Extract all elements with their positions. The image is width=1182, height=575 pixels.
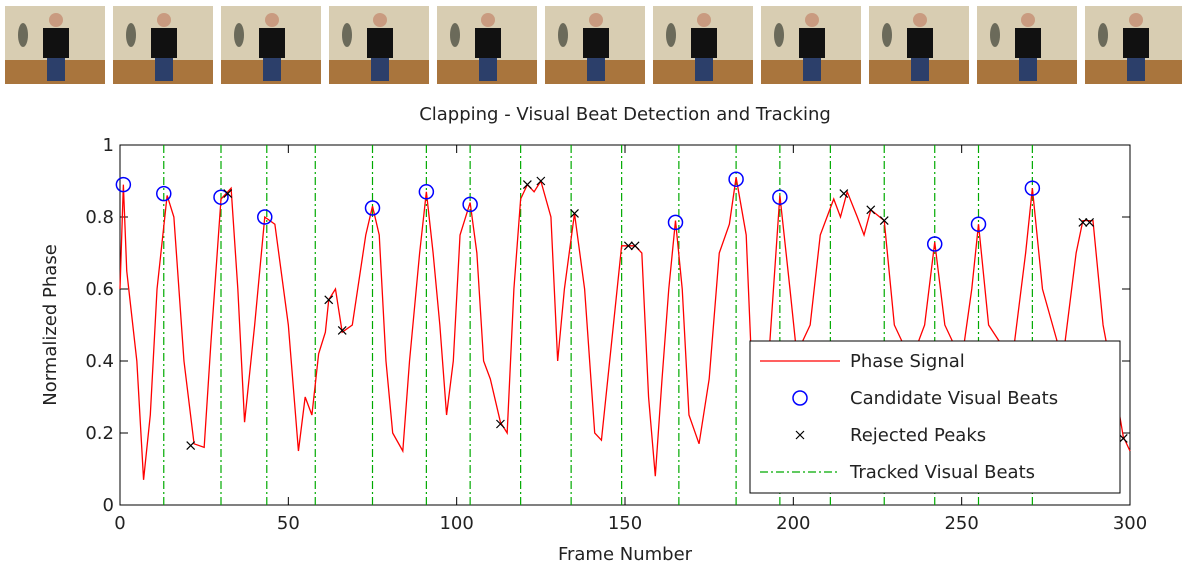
thumb-person-legs: [1127, 55, 1145, 81]
thumb-person-head: [913, 13, 927, 27]
legend-label: Tracked Visual Beats: [849, 462, 1035, 483]
rejected-peak: [337, 325, 347, 335]
x-tick-label: 100: [439, 513, 473, 534]
thumb-person-legs: [371, 55, 389, 81]
y-tick-label: 0.8: [85, 207, 114, 228]
thumb-person-legs: [587, 55, 605, 81]
thumb-person-body: [43, 28, 69, 58]
rejected-peak: [866, 205, 876, 215]
thumb-person-head: [373, 13, 387, 27]
thumb-mirror: [1098, 23, 1108, 47]
candidate-beat: [213, 189, 229, 205]
thumb-person-legs: [1019, 55, 1037, 81]
thumb-person-body: [367, 28, 393, 58]
thumb-person-body: [475, 28, 501, 58]
thumb-person-legs: [911, 55, 929, 81]
rejected-peak: [623, 241, 633, 251]
thumb-person-head: [589, 13, 603, 27]
thumb-mirror: [342, 23, 352, 47]
candidate-beat: [462, 196, 478, 213]
thumb-person-head: [1129, 13, 1143, 27]
thumb-person-body: [691, 28, 717, 58]
thumb-mirror: [666, 23, 676, 47]
rejected-peak: [839, 189, 849, 199]
legend-swatch: [792, 390, 808, 406]
legend-swatch: [795, 430, 805, 440]
y-axis-label: Normalized Phase: [40, 244, 61, 406]
thumb-mirror: [558, 23, 568, 47]
thumb-person-legs: [155, 55, 173, 81]
thumb-mirror: [774, 23, 784, 47]
y-tick-label: 0.4: [85, 351, 114, 372]
rejected-peak: [223, 189, 233, 199]
rejected-peak: [324, 295, 334, 305]
x-tick-label: 250: [944, 513, 978, 534]
y-tick-label: 1: [103, 135, 114, 156]
x-axis-label: Frame Number: [558, 544, 693, 565]
candidate-beat: [728, 171, 744, 187]
candidate-beat: [926, 236, 943, 252]
rejected-peak: [1085, 217, 1095, 227]
thumb-person-legs: [803, 55, 821, 81]
thumb-person-body: [907, 28, 933, 58]
video-thumbnails: [5, 6, 1182, 84]
candidate-beat: [772, 189, 788, 205]
thumb-person-head: [265, 13, 279, 27]
candidate-beat: [115, 176, 132, 193]
rejected-peak: [536, 176, 546, 186]
legend-label: Rejected Peaks: [850, 425, 986, 446]
thumb-person-head: [481, 13, 495, 27]
thumb-mirror: [882, 23, 892, 47]
rejected-peak: [1118, 433, 1128, 443]
candidate-beat: [970, 216, 987, 232]
rejected-peak: [522, 180, 532, 190]
candidate-beat: [667, 214, 684, 231]
rejected-peak: [1078, 217, 1088, 227]
y-tick-label: 0.2: [85, 423, 114, 444]
thumb-person-body: [1015, 28, 1041, 58]
candidate-beat: [364, 200, 381, 216]
rejected-peak: [496, 419, 505, 429]
thumb-person-legs: [479, 55, 497, 81]
x-tick-label: 200: [776, 513, 810, 534]
rejected-peak: [879, 216, 889, 226]
candidate-beat: [257, 209, 273, 225]
y-tick-label: 0.6: [85, 279, 114, 300]
legend-label: Phase Signal: [850, 351, 965, 372]
thumb-person-head: [1021, 13, 1035, 27]
thumb-mirror: [126, 23, 136, 47]
legend-box: [749, 340, 1121, 494]
thumb-person-legs: [695, 55, 713, 81]
x-tick-label: 50: [277, 513, 300, 534]
x-tick-label: 300: [1113, 513, 1147, 534]
rejected-peak: [630, 241, 640, 251]
y-tick-label: 0: [103, 495, 114, 516]
thumb-mirror: [450, 23, 460, 47]
thumb-person-body: [151, 28, 177, 58]
thumb-person-head: [157, 13, 171, 27]
rejected-peak: [186, 441, 196, 451]
thumb-mirror: [234, 23, 244, 47]
thumb-person-head: [805, 13, 819, 27]
x-tick-label: 0: [114, 513, 125, 534]
thumb-person-body: [583, 28, 609, 58]
thumb-mirror: [18, 23, 28, 47]
thumb-person-legs: [47, 55, 65, 81]
chart-title: Clapping - Visual Beat Detection and Tra…: [419, 104, 831, 125]
thumb-person-legs: [263, 55, 281, 81]
legend-label: Candidate Visual Beats: [850, 388, 1058, 409]
thumb-person-head: [49, 13, 63, 27]
rejected-peak: [570, 208, 579, 218]
thumb-person-body: [1123, 28, 1149, 58]
thumb-person-head: [697, 13, 711, 27]
thumb-person-body: [799, 28, 825, 58]
thumb-person-body: [259, 28, 285, 58]
x-tick-label: 150: [608, 513, 642, 534]
candidate-beat: [156, 185, 172, 202]
candidate-beat: [418, 184, 435, 200]
candidate-beat: [1024, 180, 1041, 196]
thumb-mirror: [990, 23, 1000, 47]
